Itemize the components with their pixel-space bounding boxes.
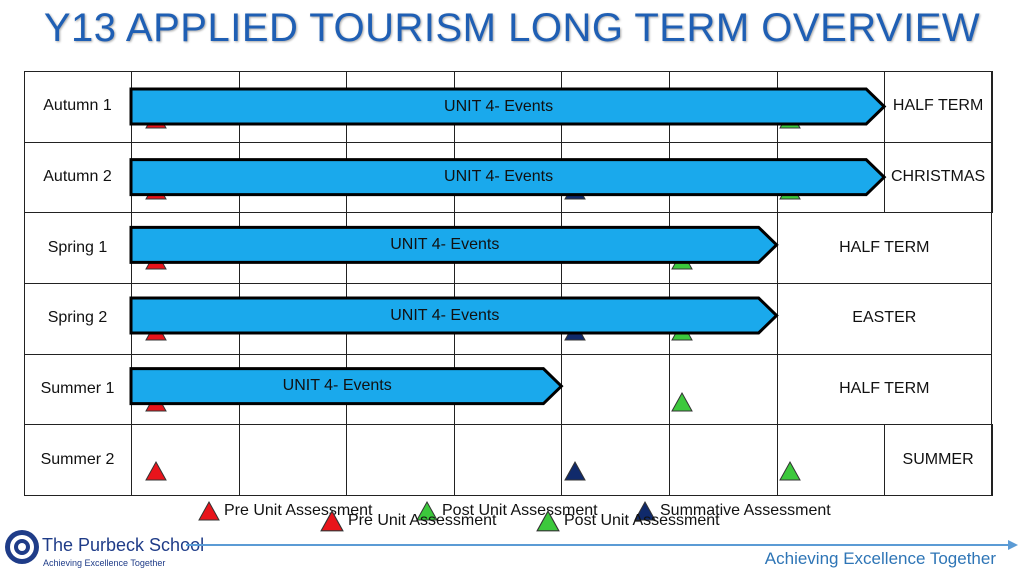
page-title: Y13 APPLIED TOURISM LONG TERM OVERVIEW xyxy=(43,6,981,50)
legend-ghost-item-pre: Pre Unit Assessment xyxy=(320,509,497,533)
pre-assessment-triangle-icon xyxy=(198,500,220,521)
holiday-label: HALF TERM xyxy=(839,380,930,397)
post-assessment-triangle-icon xyxy=(416,500,438,521)
legend-label: Summative Assessment xyxy=(660,502,831,519)
unit-bar xyxy=(129,225,779,264)
school-name: The Purbeck School xyxy=(42,535,205,555)
unit-bar xyxy=(129,296,779,335)
post-assessment-triangle-icon xyxy=(778,461,801,481)
unit-bar-arrow xyxy=(129,158,887,197)
holiday-label: HALF TERM xyxy=(892,97,984,115)
holiday-label: EASTER xyxy=(852,309,917,327)
unit-bar-arrow xyxy=(129,225,779,264)
week-cell xyxy=(669,424,778,496)
term-label: Summer 1 xyxy=(40,380,115,397)
term-label: Spring 2 xyxy=(47,309,108,327)
row-label-cell xyxy=(24,71,132,143)
summative-assessment-triangle-icon xyxy=(634,500,656,521)
footer-arrow-head xyxy=(1008,540,1018,550)
unit-bar-arrow xyxy=(129,367,564,406)
term-label: Autumn 1 xyxy=(43,97,112,115)
holiday-label: SUMMER xyxy=(902,450,974,468)
post-assessment-triangle-icon xyxy=(536,510,560,532)
row-label-cell xyxy=(24,424,132,496)
unit-bar-label: UNIT 4- Events xyxy=(390,306,500,324)
unit-bar-arrow xyxy=(129,296,779,335)
unit-bar-arrow xyxy=(129,87,887,126)
footer: The Purbeck School Achieving Excellence … xyxy=(0,515,1024,576)
term-label: Autumn 2 xyxy=(43,167,112,185)
post-assessment-triangle-icon xyxy=(671,391,693,412)
unit-bar-label: UNIT 4- Events xyxy=(444,168,554,186)
term-label: Spring 1 xyxy=(47,238,108,256)
week-cell xyxy=(561,353,670,426)
legend-ghost-item-post: Post Unit Assessment xyxy=(536,509,720,533)
unit-bar xyxy=(129,158,887,197)
row-label-cell xyxy=(24,212,132,284)
holiday-cell xyxy=(776,283,992,355)
legend-item-summative: Summative Assessment xyxy=(634,500,831,522)
legend: Pre Unit Assessment Post Unit Assessment S… xyxy=(0,500,1024,540)
pre-assessment-triangle-icon xyxy=(320,510,344,532)
school-motto: Achieving Excellence Together xyxy=(43,558,166,568)
holiday-label: HALF TERM xyxy=(839,238,930,256)
term-label: Summer 2 xyxy=(40,450,115,468)
row-label-cell xyxy=(24,283,132,355)
holiday-cell xyxy=(884,141,992,214)
school-logo-icon xyxy=(5,530,39,564)
week-cell xyxy=(453,424,563,496)
legend-ghost-label: Post Unit Assessment xyxy=(564,512,720,529)
week-cell xyxy=(238,424,348,496)
pre-assessment-triangle-icon xyxy=(145,461,167,481)
legend-ghost-label: Pre Unit Assessment xyxy=(348,512,497,529)
unit-bar-label: UNIT 4- Events xyxy=(444,97,554,115)
week-cell xyxy=(776,424,886,496)
summative-assessment-triangle-icon xyxy=(563,461,586,481)
unit-bar-label: UNIT 4- Events xyxy=(282,377,392,395)
week-cell xyxy=(346,424,455,496)
unit-bar xyxy=(129,87,887,126)
holiday-cell xyxy=(884,424,992,496)
overview-grid: Autumn 1 HALF TERM Autumn 2 CHRISTMAS Spring… xyxy=(24,71,993,496)
week-cell xyxy=(669,353,778,426)
tagline: Achieving Excellence Together xyxy=(764,549,996,568)
legend-item-pre: Pre Unit Assessment xyxy=(198,500,373,522)
unit-bar xyxy=(129,367,564,406)
unit-bar-label: UNIT 4- Events xyxy=(390,235,500,253)
legend-label: Post Unit Assessment xyxy=(442,502,598,519)
holiday-label: CHRISTMAS xyxy=(890,167,986,185)
legend-label: Pre Unit Assessment xyxy=(224,502,373,519)
footer-arrow-line xyxy=(186,544,1012,546)
legend-item-post: Post Unit Assessment xyxy=(416,500,598,522)
